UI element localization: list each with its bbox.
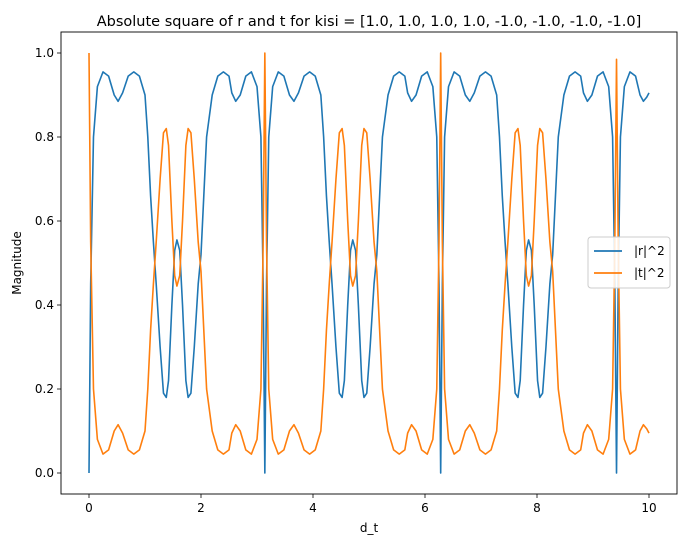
legend-box (587, 236, 671, 289)
y-tick-label: 1.0 (35, 46, 54, 60)
chart-title: Absolute square of r and t for kisi = [1… (97, 14, 642, 30)
series-line-t-squared (88, 52, 650, 455)
x-tick-label: 4 (309, 501, 317, 515)
y-tick-label: 0.0 (35, 466, 54, 480)
y-tick-label: 0.8 (35, 130, 54, 144)
x-tick-label: 2 (197, 501, 205, 515)
plot-frame (60, 31, 678, 495)
legend: |r|^2 |t|^2 (587, 236, 671, 289)
series-layer (88, 52, 650, 474)
x-tick-label: 8 (533, 501, 541, 515)
x-tick-label: 0 (85, 501, 93, 515)
x-tick-label: 6 (421, 501, 429, 515)
y-tick-label: 0.6 (35, 214, 54, 228)
x-axis-label: d_t (360, 521, 379, 535)
x-axis: 0 2 4 6 8 10 (85, 494, 657, 515)
legend-label-t: |t|^2 (634, 266, 664, 280)
y-axis: 0.0 0.2 0.4 0.6 0.8 1.0 (35, 46, 61, 480)
legend-label-r: |r|^2 (634, 244, 665, 258)
y-tick-label: 0.4 (35, 298, 54, 312)
series-line-r-squared (88, 71, 650, 474)
x-tick-label: 10 (641, 501, 656, 515)
y-axis-label: Magnitude (10, 231, 24, 295)
y-tick-label: 0.2 (35, 382, 54, 396)
